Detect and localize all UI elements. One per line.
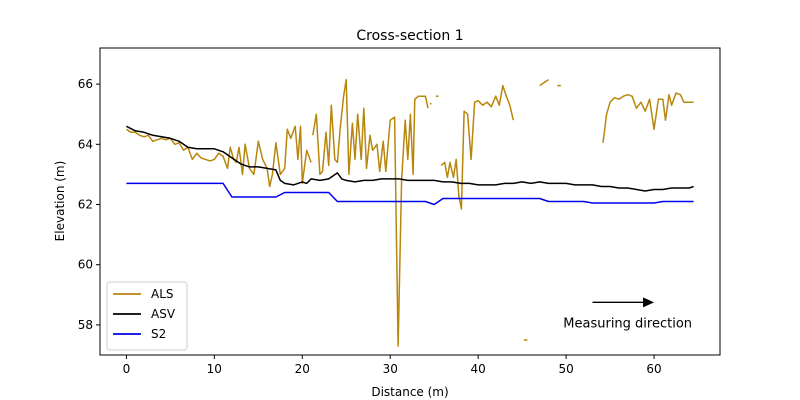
series-als-line-6 [539, 78, 549, 87]
x-axis-label: Distance (m) [371, 385, 448, 399]
y-axis-ticks: 58 60 62 64 66 [78, 77, 100, 332]
y-axis-label: Elevation (m) [53, 161, 67, 242]
series-als-line-1 [312, 78, 429, 347]
legend-box [106, 281, 188, 351]
axes-frame [99, 47, 721, 356]
legend: ALS ASV S2 [106, 281, 188, 351]
legend-label-s2: S2 [151, 327, 166, 341]
direction-arrow-head [643, 297, 655, 308]
y-tick-label: 66 [78, 77, 93, 91]
measuring-direction-annotation: Measuring direction [563, 297, 692, 331]
legend-label-asv: ASV [151, 307, 176, 321]
x-tick-label: 20 [295, 362, 310, 376]
plot-area [125, 78, 694, 347]
y-tick-label: 58 [78, 318, 93, 332]
series-asv-line-0 [126, 125, 694, 192]
chart-title: Cross-section 1 [356, 28, 463, 44]
series-s2-line-0 [126, 182, 694, 206]
x-axis-ticks: 0 10 20 30 40 50 60 [123, 355, 662, 376]
x-tick-label: 0 [123, 362, 131, 376]
series-als-line-8 [602, 92, 694, 143]
series-als-line-4 [440, 84, 515, 210]
direction-label: Measuring direction [563, 316, 692, 331]
series-als-line-0 [125, 125, 312, 188]
x-tick-label: 30 [383, 362, 398, 376]
y-tick-label: 62 [78, 198, 93, 212]
legend-label-als: ALS [151, 287, 174, 301]
x-tick-label: 50 [558, 362, 573, 376]
x-tick-label: 10 [207, 362, 222, 376]
x-tick-label: 60 [646, 362, 661, 376]
x-tick-label: 40 [471, 362, 486, 376]
y-tick-label: 60 [78, 258, 93, 272]
y-tick-label: 64 [78, 137, 93, 151]
